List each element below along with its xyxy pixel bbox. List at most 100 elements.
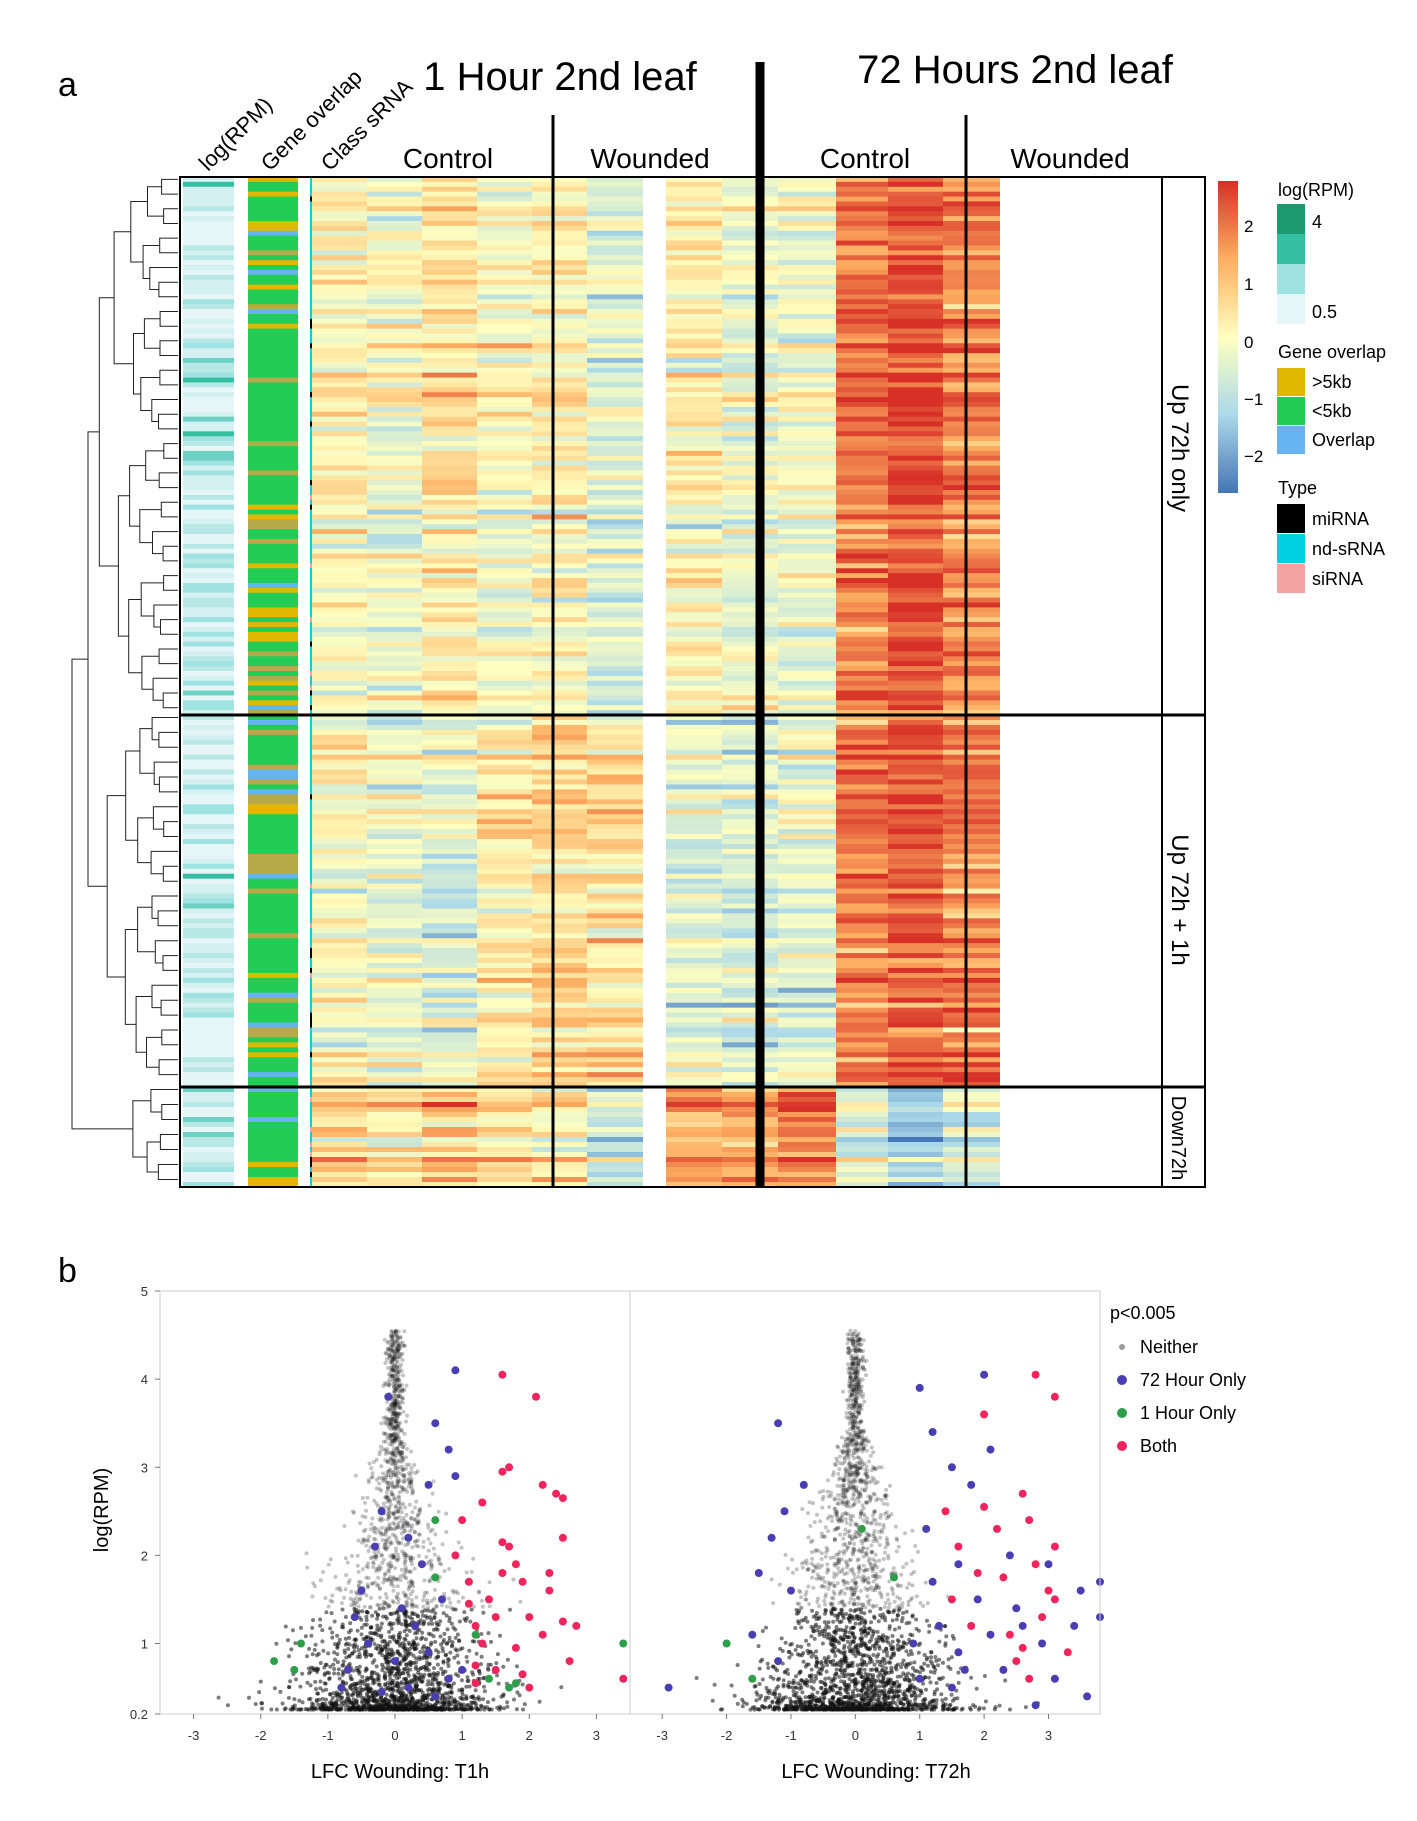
point-neither xyxy=(395,1350,400,1355)
logrpm-cell xyxy=(183,485,234,491)
heat-cell xyxy=(778,948,836,954)
heat-cell xyxy=(666,819,722,825)
heat-cell xyxy=(477,1127,532,1133)
point-neither xyxy=(396,1344,401,1348)
heat-cell xyxy=(888,719,943,726)
point-neither xyxy=(450,1640,455,1645)
point-neither xyxy=(473,1688,478,1693)
heat-cell xyxy=(943,784,1000,790)
point-neither xyxy=(385,1486,390,1491)
point-neither xyxy=(414,1636,419,1641)
heat-cell xyxy=(836,196,888,203)
heat-cell xyxy=(888,279,943,286)
point-neither xyxy=(368,1625,373,1630)
logrpm-cell xyxy=(183,666,234,672)
heat-cell xyxy=(477,367,532,374)
heat-cell xyxy=(778,764,836,771)
logrpm-cell xyxy=(183,680,234,687)
logrpm-cell xyxy=(183,908,234,914)
point-neither xyxy=(396,1394,401,1398)
heat-cell xyxy=(532,309,587,315)
point-neither xyxy=(376,1583,381,1587)
point-neither xyxy=(489,1707,494,1712)
heat-cell xyxy=(587,397,643,403)
point-neither xyxy=(371,1560,375,1565)
heat-cell xyxy=(943,641,1000,648)
heat-cell xyxy=(532,749,587,756)
heat-cell xyxy=(312,460,367,467)
point-neither xyxy=(391,1512,396,1517)
dendrogram-branch xyxy=(154,940,178,964)
heat-cell xyxy=(367,294,422,300)
heat-cell xyxy=(532,475,587,481)
heat-cell xyxy=(312,1047,367,1053)
heat-cell xyxy=(587,504,643,511)
heat-cell xyxy=(943,563,1000,569)
gene-overlap-cell xyxy=(248,1032,298,1038)
heat-cell xyxy=(532,883,587,890)
heat-cell xyxy=(367,274,422,281)
heat-cell xyxy=(836,377,888,384)
heat-cell xyxy=(532,1102,587,1108)
heat-cell xyxy=(587,685,643,692)
point-neither xyxy=(395,1478,400,1483)
heat-cell xyxy=(422,543,477,550)
point-neither xyxy=(505,1704,510,1709)
heat-cell xyxy=(312,938,367,944)
point-neither xyxy=(385,1486,390,1491)
heat-cell xyxy=(587,406,643,413)
heat-cell xyxy=(722,1122,778,1128)
heat-cell xyxy=(587,392,643,398)
point-neither xyxy=(300,1700,305,1705)
logrpm-cell xyxy=(183,221,234,227)
heat-cell xyxy=(778,715,836,721)
heat-cell xyxy=(367,898,422,905)
heat-cell xyxy=(587,553,643,560)
gene-overlap-cell xyxy=(248,578,298,584)
gene-overlap-cell xyxy=(248,799,298,805)
heat-cell xyxy=(778,279,836,286)
point-neither xyxy=(370,1555,375,1560)
heat-cell xyxy=(422,898,477,905)
logrpm-cell xyxy=(183,734,234,741)
heat-cell xyxy=(722,284,778,291)
heat-cell xyxy=(422,245,477,251)
heat-cell xyxy=(532,938,587,944)
heat-cell xyxy=(888,972,943,979)
heat-cell xyxy=(943,1052,1000,1058)
heat-cell xyxy=(722,377,778,384)
heat-cell xyxy=(888,1162,943,1168)
point-neither xyxy=(393,1412,398,1417)
point-neither xyxy=(393,1383,398,1388)
gene-overlap-cell xyxy=(248,499,298,506)
heat-cell xyxy=(666,274,722,281)
heat-cell xyxy=(836,514,888,520)
logrpm-cell xyxy=(183,602,234,608)
point-neither xyxy=(426,1605,430,1610)
heat-cell xyxy=(422,1167,477,1173)
point-neither xyxy=(391,1384,396,1389)
heat-cell xyxy=(422,804,477,810)
heat-cell xyxy=(367,958,422,964)
logrpm-cell xyxy=(183,1087,234,1093)
heat-cell xyxy=(587,1082,643,1088)
dendrogram-branch xyxy=(157,910,178,927)
heat-cell xyxy=(778,397,836,403)
point-neither xyxy=(391,1600,396,1605)
heat-cell xyxy=(367,455,422,462)
point-neither xyxy=(364,1543,369,1548)
logrpm-cell xyxy=(183,898,234,905)
heat-cell xyxy=(666,814,722,820)
point-neither xyxy=(381,1501,386,1506)
heat-cell xyxy=(477,893,532,900)
gene-overlap-cell xyxy=(248,784,298,790)
point-neither xyxy=(375,1616,380,1621)
heat-cell xyxy=(778,534,836,540)
heat-cell xyxy=(778,918,836,924)
point-neither xyxy=(392,1405,397,1410)
point-neither xyxy=(392,1419,397,1424)
heat-cell xyxy=(312,680,367,687)
heat-cell xyxy=(778,641,836,648)
point-neither xyxy=(495,1673,499,1678)
heat-cell xyxy=(888,1022,943,1029)
